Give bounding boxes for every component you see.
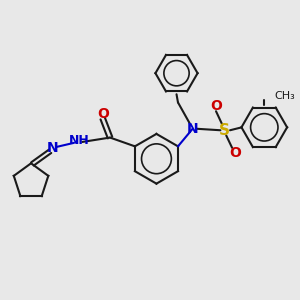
Text: O: O <box>97 107 109 121</box>
Text: CH₃: CH₃ <box>274 91 295 101</box>
Text: O: O <box>210 99 222 113</box>
Text: N: N <box>47 141 59 155</box>
Text: O: O <box>229 146 241 160</box>
Text: NH: NH <box>69 134 90 147</box>
Text: S: S <box>219 123 230 138</box>
Text: N: N <box>187 122 198 136</box>
